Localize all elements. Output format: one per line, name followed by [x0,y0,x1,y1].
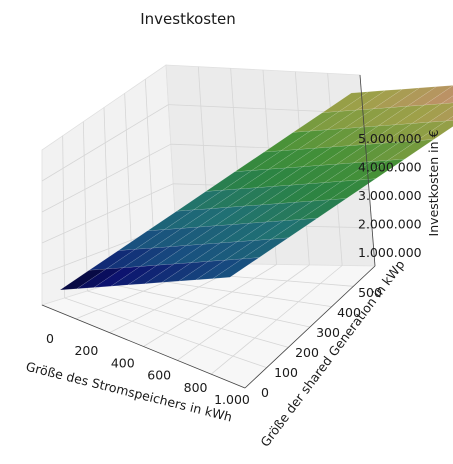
grid-line [41,143,171,213]
grid-line [82,121,88,292]
z-tick-label: 5.000.000 [358,131,422,146]
x-tick-label: 800 [184,380,208,395]
x-tick-label: 400 [111,355,135,370]
x-tick-labels: 0 200 400 600 800 1.000 [46,331,250,407]
axis-line [41,304,246,389]
y-tick-label: 0 [261,385,269,400]
x-tick-label: 1.000 [214,392,250,407]
z-axis-label: Investkosten in € [426,130,441,237]
grid-line [41,183,174,244]
surface-patch [445,115,453,122]
axis-line [244,265,376,389]
z-tick-label: 1.000.000 [358,245,422,260]
axis-line [359,74,376,267]
x-tick-label: 0 [46,331,54,346]
surface [59,85,453,291]
axis-lines [41,74,376,389]
y-tick-label: 500 [358,285,382,300]
z-tick-label: 3.000.000 [358,188,422,203]
surface-patch [241,237,290,260]
chart-title: Investkosten [140,10,236,28]
x-tick-label: 200 [74,343,98,358]
y-tick-label: 400 [337,305,361,320]
y-tick-label: 100 [274,365,298,380]
z-tick-label: 2.000.000 [358,217,422,232]
surface-patch [211,257,260,279]
y-tick-label: 300 [316,325,340,340]
grid-line [103,107,111,285]
y-tick-labels: 0 100 200 300 400 500 [261,285,382,400]
grid-line [62,135,66,299]
z-tick-label: 4.000.000 [358,160,422,175]
grid-line [41,104,169,182]
y-tick-label: 200 [295,345,319,360]
x-tick-label: 600 [147,368,171,383]
z-tick-labels: 1.000.000 2.000.000 3.000.000 4.000.000 5.00… [358,131,422,260]
